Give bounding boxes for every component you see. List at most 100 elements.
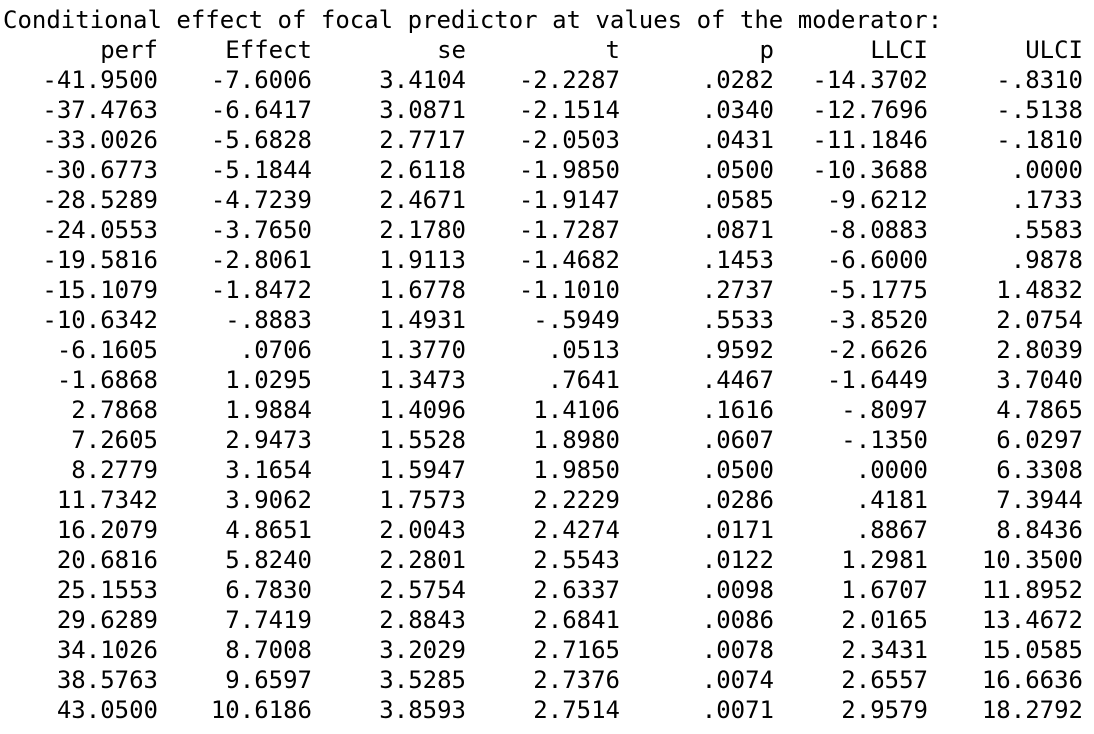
cell-perf: 29.6289 <box>56 606 158 634</box>
cell-p: .0078 <box>701 636 774 664</box>
cell-perf: -1.6868 <box>56 366 158 394</box>
cell-perf: -33.0026 <box>42 126 158 154</box>
cell-p: .0282 <box>701 66 774 94</box>
cell-llci: .8867 <box>855 516 928 544</box>
cell-effect: 1.0295 <box>225 366 312 394</box>
cell-se: 3.5285 <box>379 666 466 694</box>
cell-effect: 5.8240 <box>225 546 312 574</box>
cell-t: -1.4682 <box>518 246 620 274</box>
table-row: 7.2605 2.9473 1.5528 1.8980 .0607 -.1350 6.029… <box>3 425 1083 455</box>
cell-p: .0500 <box>701 456 774 484</box>
cell-ulci: 7.3944 <box>996 486 1083 514</box>
cell-perf: 25.1553 <box>56 576 158 604</box>
cell-effect: 10.6186 <box>210 696 312 724</box>
cell-p: .1616 <box>701 396 774 424</box>
table-row: -10.6342 -.8883 1.4931 -.5949 .5533 -3.8520 2.… <box>3 305 1083 335</box>
cell-se: 3.2029 <box>379 636 466 664</box>
cell-effect: 9.6597 <box>225 666 312 694</box>
cell-ulci: -.8310 <box>996 66 1083 94</box>
header-row: perf Effect se t p LLCI ULCI <box>3 35 1083 65</box>
cell-effect: -2.8061 <box>210 246 312 274</box>
cell-se: 3.8593 <box>379 696 466 724</box>
cell-llci: .4181 <box>855 486 928 514</box>
cell-p: .2737 <box>701 276 774 304</box>
column-header-effect: Effect <box>225 36 312 64</box>
cell-perf: -24.0553 <box>42 216 158 244</box>
cell-llci: 2.9579 <box>841 696 928 724</box>
cell-ulci: 13.4672 <box>981 606 1083 634</box>
cell-t: 1.8980 <box>533 426 620 454</box>
column-header-t: t <box>605 36 620 64</box>
cell-llci: 2.6557 <box>841 666 928 694</box>
cell-llci: 2.3431 <box>841 636 928 664</box>
cell-llci: -14.3702 <box>812 66 928 94</box>
cell-p: .0122 <box>701 546 774 574</box>
cell-se: 1.4096 <box>379 396 466 424</box>
cell-effect: 7.7419 <box>225 606 312 634</box>
table-row: -30.6773 -5.1844 2.6118 -1.9850 .0500 -10.368… <box>3 155 1083 185</box>
cell-perf: -15.1079 <box>42 276 158 304</box>
cell-se: 2.7717 <box>379 126 466 154</box>
cell-effect: 2.9473 <box>225 426 312 454</box>
cell-perf: -6.1605 <box>56 336 158 364</box>
cell-llci: 1.2981 <box>841 546 928 574</box>
cell-effect: -.8883 <box>225 306 312 334</box>
cell-se: 1.6778 <box>379 276 466 304</box>
table-row: 11.7342 3.9062 1.7573 2.2229 .0286 .4181 7.394… <box>3 485 1083 515</box>
cell-effect: -3.7650 <box>210 216 312 244</box>
table-row: 20.6816 5.8240 2.2801 2.5543 .0122 1.2981 10.3… <box>3 545 1083 575</box>
cell-llci: -6.6000 <box>826 246 928 274</box>
cell-llci: -.1350 <box>841 426 928 454</box>
cell-effect: 3.1654 <box>225 456 312 484</box>
cell-t: 1.4106 <box>533 396 620 424</box>
cell-se: 1.9113 <box>379 246 466 274</box>
column-header-perf: perf <box>100 36 158 64</box>
cell-perf: 16.2079 <box>56 516 158 544</box>
cell-perf: -37.4763 <box>42 96 158 124</box>
cell-ulci: 15.0585 <box>981 636 1083 664</box>
table-row: 2.7868 1.9884 1.4096 1.4106 .1616 -.8097 4.786… <box>3 395 1083 425</box>
cell-llci: -3.8520 <box>826 306 928 334</box>
cell-ulci: 8.8436 <box>996 516 1083 544</box>
cell-p: .0585 <box>701 186 774 214</box>
cell-ulci: 11.8952 <box>981 576 1083 604</box>
cell-se: 3.0871 <box>379 96 466 124</box>
cell-p: .0607 <box>701 426 774 454</box>
cell-effect: -1.8472 <box>210 276 312 304</box>
cell-effect: 4.8651 <box>225 516 312 544</box>
cell-p: .0171 <box>701 516 774 544</box>
cell-effect: 1.9884 <box>225 396 312 424</box>
cell-ulci: 10.3500 <box>981 546 1083 574</box>
cell-ulci: -.5138 <box>996 96 1083 124</box>
cell-t: 2.5543 <box>533 546 620 574</box>
cell-perf: -10.6342 <box>42 306 158 334</box>
cell-ulci: -.1810 <box>996 126 1083 154</box>
cell-se: 2.1780 <box>379 216 466 244</box>
cell-p: .0086 <box>701 606 774 634</box>
cell-perf: 11.7342 <box>56 486 158 514</box>
cell-se: 1.7573 <box>379 486 466 514</box>
cell-perf: -19.5816 <box>42 246 158 274</box>
table-row: -19.5816 -2.8061 1.9113 -1.4682 .1453 -6.6000… <box>3 245 1083 275</box>
cell-t: 2.6337 <box>533 576 620 604</box>
table-body: -41.9500 -7.6006 3.4104 -2.2287 .0282 -14.370… <box>3 65 1083 725</box>
cell-t: 2.6841 <box>533 606 620 634</box>
cell-ulci: 2.8039 <box>996 336 1083 364</box>
table-row: 38.5763 9.6597 3.5285 2.7376 .0074 2.6557 16.6… <box>3 665 1083 695</box>
cell-ulci: 6.3308 <box>996 456 1083 484</box>
cell-perf: -30.6773 <box>42 156 158 184</box>
cell-t: -2.2287 <box>518 66 620 94</box>
cell-effect: .0706 <box>239 336 312 364</box>
cell-ulci: .5583 <box>1010 216 1083 244</box>
cell-t: -.5949 <box>533 306 620 334</box>
cell-llci: .0000 <box>855 456 928 484</box>
cell-t: -1.9147 <box>518 186 620 214</box>
cell-llci: -10.3688 <box>812 156 928 184</box>
cell-t: .7641 <box>547 366 620 394</box>
cell-llci: -2.6626 <box>826 336 928 364</box>
table-row: -37.4763 -6.6417 3.0871 -2.1514 .0340 -12.769… <box>3 95 1083 125</box>
table-row: 43.0500 10.6186 3.8593 2.7514 .0071 2.9579 18.… <box>3 695 1083 725</box>
cell-ulci: 4.7865 <box>996 396 1083 424</box>
cell-llci: -12.7696 <box>812 96 928 124</box>
table-row: 8.2779 3.1654 1.5947 1.9850 .0500 .0000 6.3308 <box>3 455 1083 485</box>
